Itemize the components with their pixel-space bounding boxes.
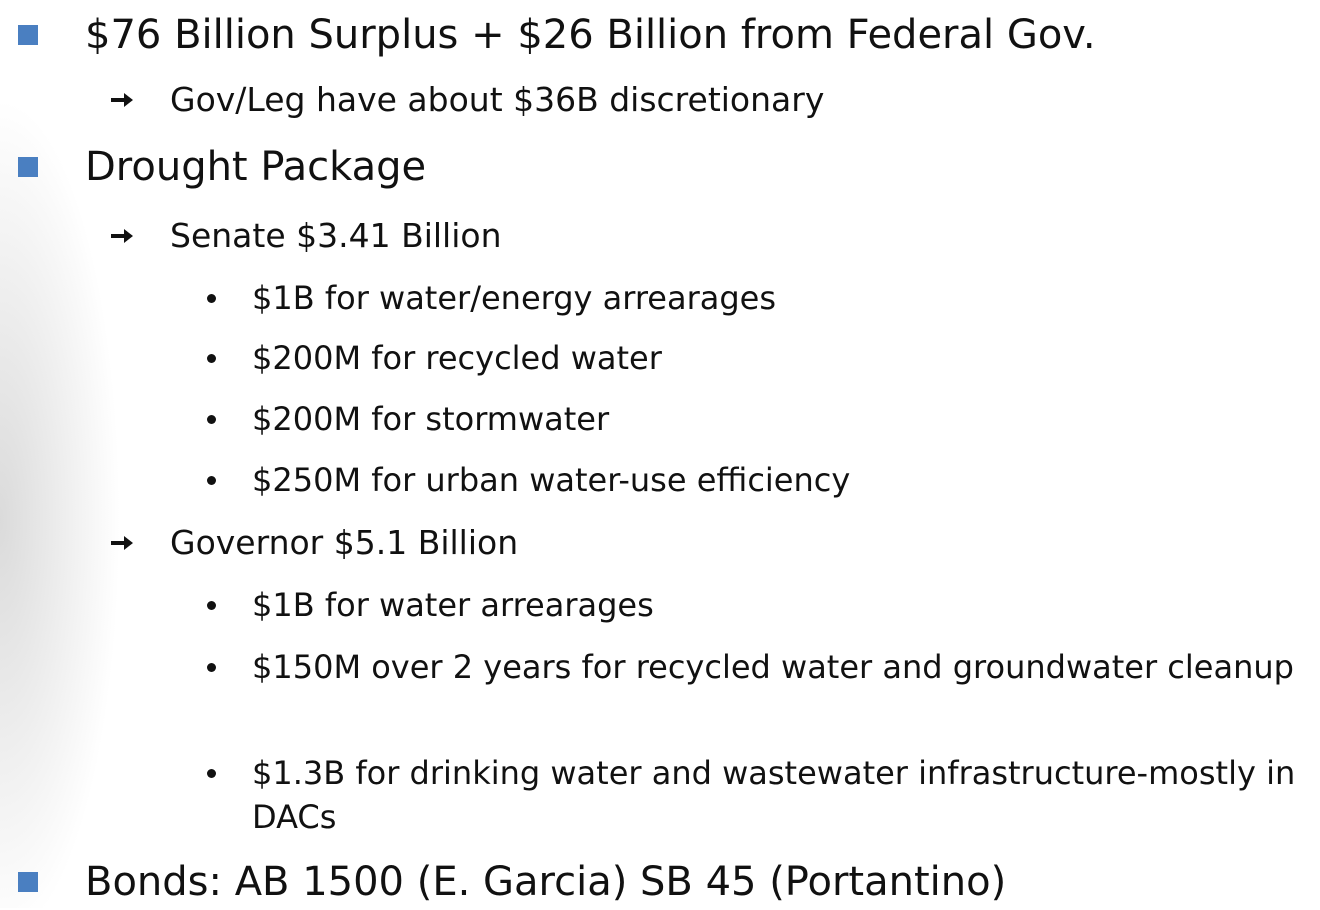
dot-bullet (207, 354, 216, 363)
bullet-text: Gov/Leg have about $36B discretionary (170, 75, 1315, 125)
bullet-text: $1.3B for drinking water and wastewater … (252, 751, 1315, 839)
bullet-item: Gov/Leg have about $36B discretionary (170, 75, 1315, 125)
bullet-text: $250M for urban water-use efficiency (252, 458, 1315, 502)
bullet-text: $200M for stormwater (252, 397, 1315, 441)
bullet-item: $1.3B for drinking water and wastewater … (252, 751, 1315, 839)
bullet-item: Bonds: AB 1500 (E. Garcia) SB 45 (Portan… (85, 854, 1315, 910)
bullet-text: $76 Billion Surplus + $26 Billion from F… (85, 7, 1315, 63)
square-bullet (18, 157, 38, 177)
dot-bullet (207, 476, 216, 485)
arrow-bullet (110, 534, 134, 552)
square-bullet (18, 872, 38, 892)
bullet-text: $150M over 2 years for recycled water an… (252, 645, 1315, 689)
bullet-text: Senate $3.41 Billion (170, 211, 1315, 261)
bullet-item: Senate $3.41 Billion (170, 211, 1315, 261)
dot-bullet (207, 601, 216, 610)
arrow-bullet (110, 91, 134, 109)
arrow-bullet (110, 227, 134, 245)
slide: (() => { const data = JSON.parse(documen… (0, 0, 1320, 908)
bullet-item: $200M for stormwater (252, 397, 1315, 441)
bullet-item: $1B for water arrearages (252, 583, 1315, 627)
bullet-item: Drought Package (85, 139, 1315, 195)
dot-bullet (207, 663, 216, 672)
bullet-text: $200M for recycled water (252, 336, 1315, 380)
bullet-item: $150M over 2 years for recycled water an… (252, 645, 1315, 689)
bullet-text: Drought Package (85, 139, 1315, 195)
square-bullet (18, 25, 38, 45)
bullet-item: Governor $5.1 Billion (170, 518, 1315, 568)
bullet-text: Governor $5.1 Billion (170, 518, 1315, 568)
dot-bullet (207, 415, 216, 424)
bullet-item: $250M for urban water-use efficiency (252, 458, 1315, 502)
bullet-item: $76 Billion Surplus + $26 Billion from F… (85, 7, 1315, 63)
bullet-text: Bonds: AB 1500 (E. Garcia) SB 45 (Portan… (85, 854, 1315, 910)
bullet-item: $200M for recycled water (252, 336, 1315, 380)
dot-bullet (207, 294, 216, 303)
bullet-item: $1B for water/energy arrearages (252, 276, 1315, 320)
bullet-text: $1B for water arrearages (252, 583, 1315, 627)
dot-bullet (207, 769, 216, 778)
bullet-text: $1B for water/energy arrearages (252, 276, 1315, 320)
